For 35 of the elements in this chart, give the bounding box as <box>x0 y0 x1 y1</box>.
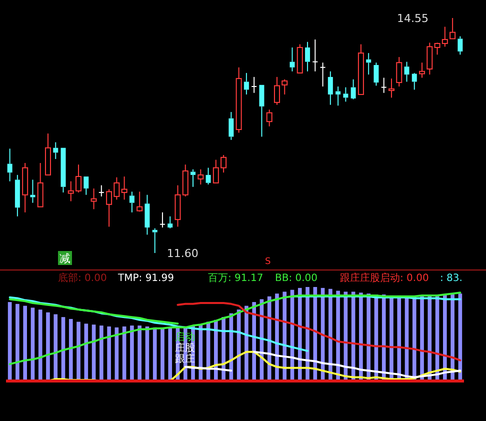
bar <box>313 287 318 381</box>
bar <box>16 304 20 381</box>
bar <box>84 324 88 381</box>
bar <box>420 296 424 381</box>
bar <box>450 294 454 381</box>
text: S <box>265 257 271 267</box>
bar <box>152 327 157 381</box>
text: 底部: 0.00 <box>58 272 107 284</box>
text: TMP: 91.99 <box>117 273 174 284</box>
bar <box>168 327 172 381</box>
text: 跟庄庄股启动: 0.00 <box>340 272 429 284</box>
bar <box>23 306 27 381</box>
bar <box>336 290 340 381</box>
annotation: 14.55 <box>397 12 429 25</box>
bar <box>38 310 42 381</box>
bar <box>100 326 104 381</box>
bar <box>46 312 50 381</box>
text: : 83. <box>440 273 462 284</box>
bar <box>443 294 447 381</box>
bar <box>359 292 363 381</box>
bar <box>428 295 432 381</box>
bar <box>76 322 80 381</box>
bar <box>160 328 164 381</box>
bar <box>107 326 111 381</box>
bar <box>54 314 58 381</box>
bar <box>282 292 287 381</box>
bar <box>412 296 416 381</box>
text: BB: 0.00 <box>275 273 318 284</box>
bar <box>138 326 142 381</box>
bar <box>68 318 73 381</box>
annotation: 减 <box>60 252 70 265</box>
annotation: 11.60 <box>166 247 198 260</box>
text: 百万: 91.17 <box>208 273 264 284</box>
bar <box>130 326 134 381</box>
bar <box>306 287 310 381</box>
